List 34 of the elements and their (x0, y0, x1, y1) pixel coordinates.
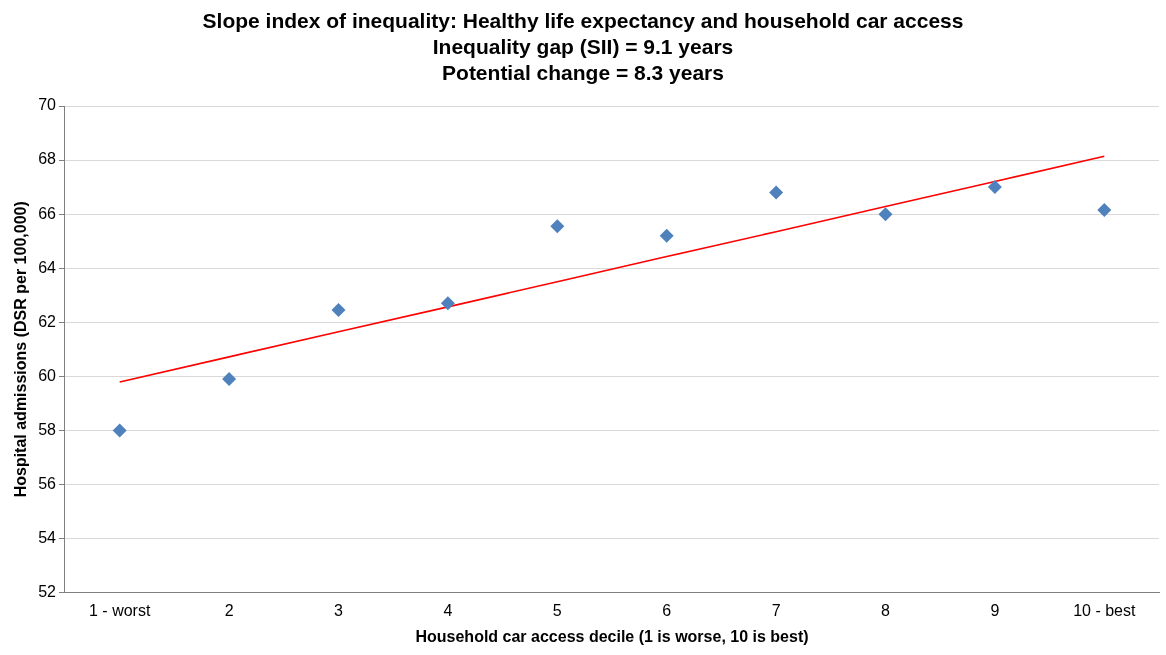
x-tick-label: 8 (881, 601, 891, 619)
y-tick-label: 54 (38, 528, 57, 546)
point (112, 423, 127, 438)
point (331, 303, 346, 318)
chart-title: Slope index of inequality: Healthy life expectancy and household car access (201, 8, 965, 34)
y-tick-label: 58 (38, 420, 57, 438)
y-axis-title: Hospital admissions (DSR per 100,000) (12, 201, 30, 498)
point (550, 219, 565, 234)
point (222, 372, 237, 387)
point (1097, 203, 1112, 218)
y-tick-label: 52 (38, 583, 57, 601)
x-tick-label: 7 (771, 601, 781, 619)
x-tick-label: 4 (443, 601, 453, 619)
point (659, 228, 674, 243)
x-tick-label: 10 - best (1073, 601, 1136, 619)
x-tick-label: 3 (334, 601, 344, 619)
x-tick-label: 9 (990, 601, 1000, 619)
x-axis-title: Household car access decile (1 is worse, 10 is best) (415, 627, 809, 645)
y-tick-label: 66 (38, 204, 57, 222)
y-tick-label: 70 (38, 96, 57, 114)
y-tick-label: 60 (38, 366, 57, 384)
point (878, 207, 893, 222)
y-tick-label: 68 (38, 150, 57, 168)
x-tick-label: 1 - worst (89, 601, 151, 619)
y-tick-label: 62 (38, 312, 57, 330)
x-tick-label: 5 (552, 601, 562, 619)
point (769, 185, 784, 200)
y-tick-label: 56 (38, 474, 57, 492)
chart-subtitle: Inequality gap (SII) = 9.1 years Potential change = 8.3 years (431, 34, 735, 86)
x-tick-label: 6 (662, 601, 672, 619)
point (987, 180, 1002, 195)
point (440, 296, 455, 311)
y-tick-label: 64 (38, 258, 57, 276)
x-tick-label: 2 (224, 601, 234, 619)
